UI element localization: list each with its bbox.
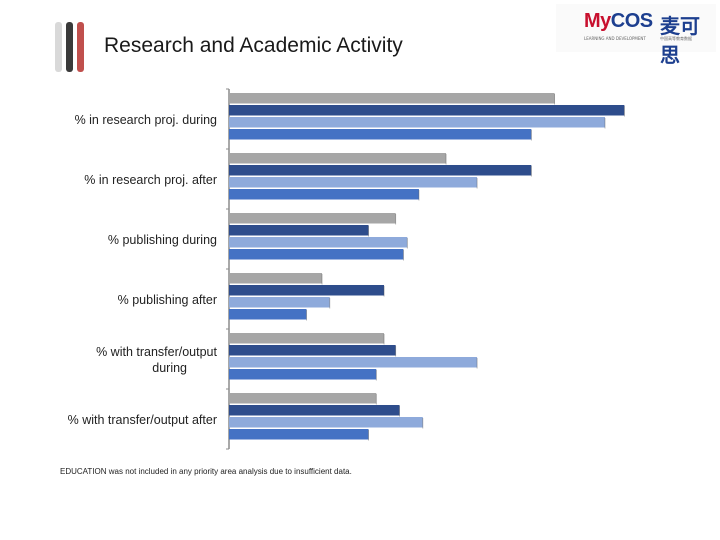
bar [229, 129, 532, 140]
category-label-line: % with transfer/output [96, 345, 217, 359]
category-label-line: % with transfer/output after [68, 413, 217, 427]
bar [229, 105, 625, 116]
bar [229, 393, 377, 404]
bar [229, 237, 408, 248]
category-label-line: during [152, 361, 187, 375]
bar [229, 165, 532, 176]
bar [229, 177, 478, 188]
bar [229, 153, 447, 164]
category-label: % in research proj. during [75, 113, 217, 127]
category-label-line: % in research proj. during [75, 113, 217, 127]
logo-subtitle-cn: 中国高等教育数据 [660, 36, 692, 41]
logo-subtitle-en: LEARNING AND DEVELOPMENT [584, 36, 646, 41]
bar [229, 309, 307, 320]
category-label: % with transfer/output after [68, 413, 217, 427]
category-label: % with transfer/output during [96, 345, 217, 375]
bar [229, 189, 419, 200]
category-label: % publishing after [118, 293, 217, 307]
bar [229, 225, 369, 236]
logo-brand: MyCOS [584, 10, 653, 33]
category-label-line: % in research proj. after [84, 173, 217, 187]
category-label-line: % publishing during [108, 233, 217, 247]
bar [229, 405, 400, 416]
deco-bar-red [77, 22, 84, 72]
category-label-line: % publishing after [118, 293, 217, 307]
bar [229, 333, 385, 344]
mycos-logo: MyCOS 麦可思 LEARNING AND DEVELOPMENT 中国高等教… [556, 4, 716, 67]
bar [229, 273, 323, 284]
bar [229, 117, 605, 128]
bar [229, 93, 555, 104]
bar [229, 345, 396, 356]
category-label: % publishing during [108, 233, 217, 247]
footnote: EDUCATION was not included in any priori… [60, 467, 352, 476]
page-title: Research and Academic Activity [104, 34, 403, 57]
category-label: % in research proj. after [84, 173, 217, 187]
bar [229, 429, 369, 440]
deco-bar-dark [66, 22, 73, 72]
bar [229, 249, 404, 260]
logo-brand-my: My [584, 10, 611, 32]
deco-bar-light [55, 22, 62, 72]
bar [229, 213, 396, 224]
logo-chinese: 麦可思 [660, 14, 700, 67]
bar [229, 417, 423, 428]
bar [229, 357, 478, 368]
logo-brand-cos: COS [610, 10, 653, 32]
bar [229, 285, 385, 296]
bar [229, 297, 330, 308]
bar [229, 369, 377, 380]
